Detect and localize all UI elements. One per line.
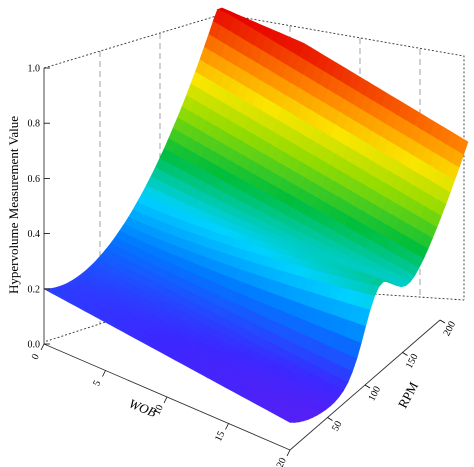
surface-patch [281,417,296,423]
y-tick-mark [402,352,408,356]
z-tick-label: 0.2 [28,284,41,295]
x-tick-label: 10 [152,403,166,417]
z-tick-label: 0.0 [28,340,41,351]
surface-mesh [43,7,469,423]
z-tick-label: 0.4 [28,229,41,240]
y-tick-mark [364,384,371,389]
x-tick-label: 0 [30,352,42,361]
x-axis-label: WOB [127,396,159,420]
x-tick-mark [40,343,45,351]
x-tick-mark [163,396,168,404]
z-tick-label: 0.8 [28,119,41,130]
z-axis: 0.0 0.2 0.4 0.6 0.8 1.0 [28,64,50,351]
z-axis-label: Hypervolume Measurement Value [6,116,21,294]
x-tick-label: 5 [91,379,103,388]
z-tick-label: 1.0 [28,64,41,75]
y-tick-mark [327,417,333,421]
x-tick-mark [286,449,291,457]
y-axis-label: RPM [395,379,421,411]
x-tick-mark [102,370,106,377]
x-tick-mark [225,423,229,430]
x-tick-label: 20 [275,456,289,467]
y-tick-mark [439,319,446,324]
x-axis: 0 5 10 15 20 [30,343,291,467]
z-tick-label: 0.6 [28,174,41,185]
x-tick-label: 15 [213,430,227,444]
y-tick-label: 50 [330,419,344,433]
